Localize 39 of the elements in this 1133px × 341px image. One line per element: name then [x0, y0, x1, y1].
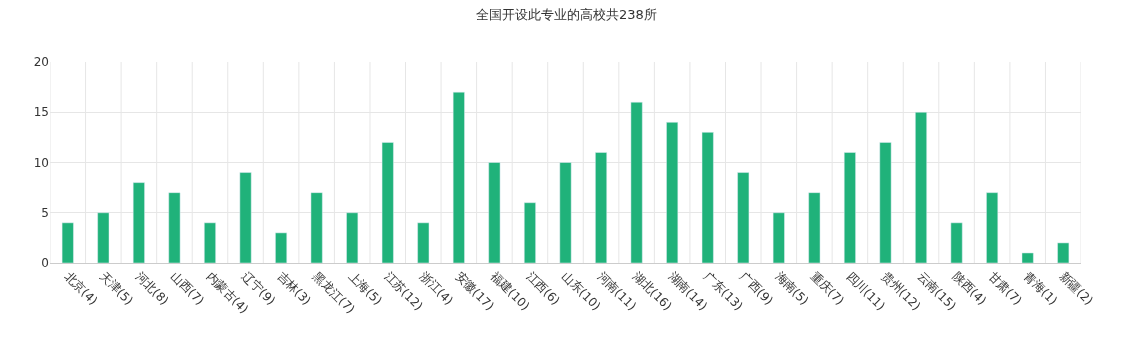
bar	[559, 162, 572, 263]
bar	[132, 182, 145, 263]
bar	[772, 212, 785, 263]
bar	[346, 212, 359, 263]
x-tick-label: 山西(7)	[168, 268, 207, 308]
bar	[168, 192, 181, 263]
y-tick-label: 10	[33, 155, 49, 170]
x-tick-label: 新疆(2)	[1056, 268, 1096, 308]
bar	[381, 142, 394, 263]
chart-title: 全国开设此专业的高校共238所	[476, 7, 657, 23]
bar	[986, 192, 999, 263]
bar	[524, 202, 536, 263]
y-tick-label: 20	[33, 55, 49, 70]
x-tick-label: 甘肃(7)	[985, 268, 1025, 308]
y-tick-label: 15	[33, 105, 49, 120]
bar	[452, 91, 465, 263]
bar	[204, 222, 216, 263]
bar	[630, 101, 643, 263]
bar	[97, 212, 110, 263]
bar	[595, 152, 607, 263]
bar	[61, 222, 74, 263]
bar	[417, 222, 430, 263]
bar	[808, 192, 821, 263]
bar	[843, 152, 856, 263]
bar	[879, 142, 892, 263]
bar	[310, 192, 323, 263]
bar	[701, 132, 714, 263]
bar	[915, 112, 927, 263]
x-tick-label: 重庆(7)	[808, 268, 847, 308]
bar	[275, 232, 288, 263]
bar	[737, 172, 750, 263]
y-tick-label: 0	[41, 256, 49, 271]
bar	[666, 122, 679, 263]
bar	[239, 172, 252, 263]
y-tick-label: 5	[41, 205, 49, 220]
bar	[950, 222, 963, 263]
bar	[488, 162, 501, 263]
bar	[1021, 252, 1034, 263]
bar	[1057, 242, 1070, 263]
